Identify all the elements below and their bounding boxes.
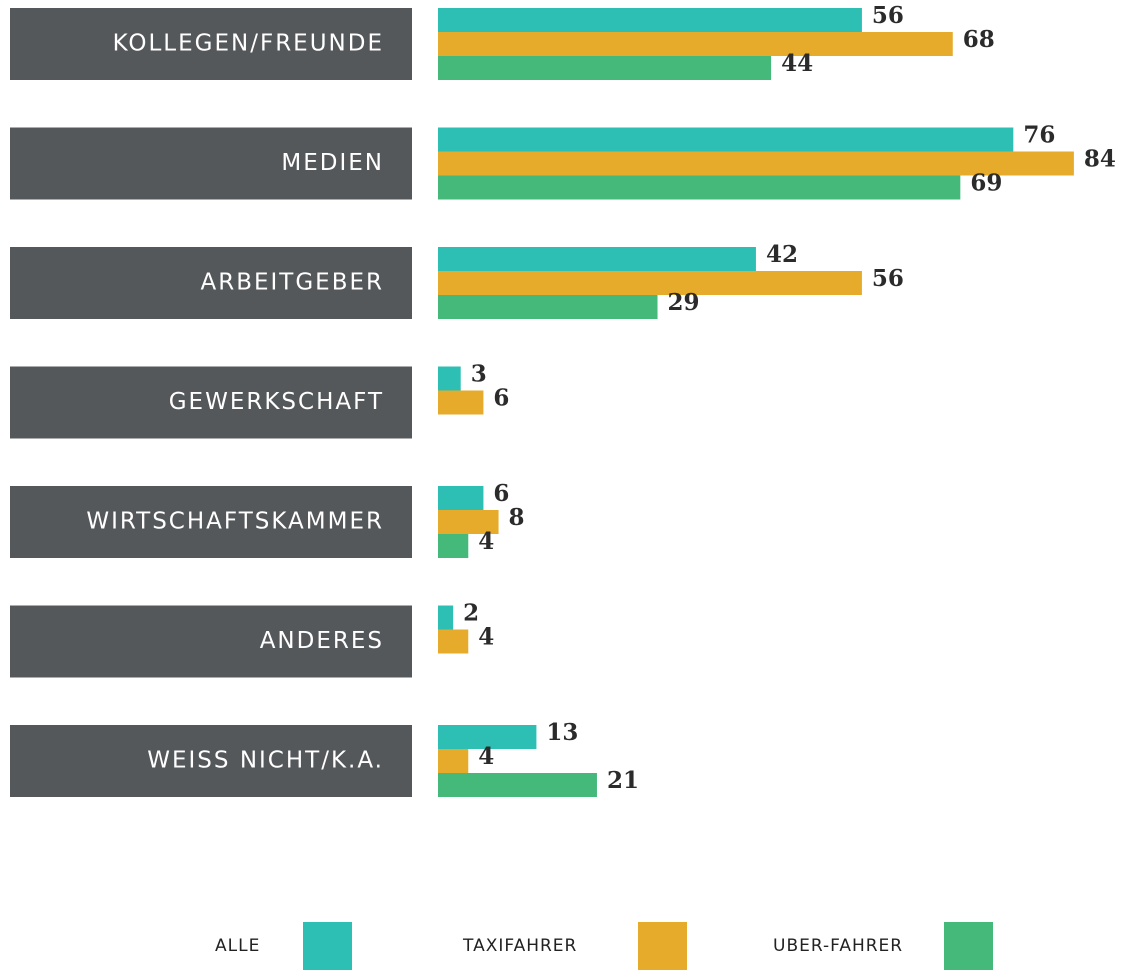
value-label: 84 [1084,146,1116,173]
category-label: KOLLEGEN/FREUNDE [113,31,384,57]
category-box [10,366,412,439]
bar [438,534,469,558]
legend-label: TAXIFAHRER [462,936,577,956]
value-label: 29 [668,289,700,316]
bar [438,629,469,654]
value-label: 4 [478,528,494,555]
category-box [10,247,412,319]
category-label: MEDIEN [281,150,384,176]
bar [438,56,772,80]
legend-swatch [303,922,352,970]
bar [438,390,484,415]
bar [438,8,862,32]
bar [438,295,658,319]
value-label: 68 [963,26,995,53]
category-box [10,127,412,200]
bar [438,486,484,510]
value-label: 56 [872,265,904,292]
value-label: 21 [607,767,639,794]
bar [438,151,1074,176]
category-label: ARBEITGEBER [200,270,384,296]
legend-label: ALLE [215,936,260,956]
bar [438,749,469,773]
value-label: 6 [493,480,509,507]
value-label: 76 [1023,122,1055,149]
category-box [10,486,412,558]
category-label: GEWERKSCHAFT [169,389,384,415]
legend-swatch [944,922,993,970]
value-label: 44 [781,50,813,77]
bar [438,605,454,630]
value-label: 56 [872,2,904,29]
category-label: WIRTSCHAFTSKAMMER [86,509,384,535]
legend-label: UBER-FAHRER [773,936,903,956]
bar [438,247,756,271]
bar [438,271,862,295]
bar [438,725,537,749]
category-box [10,8,412,80]
value-label: 69 [970,170,1002,197]
bar [438,366,461,391]
value-label: 8 [509,504,525,531]
bar [438,127,1014,152]
value-label: 3 [471,361,487,388]
category-label: WEISS NICHT/K.A. [147,748,384,774]
value-label: 4 [478,624,494,651]
bar [438,32,953,56]
value-label: 42 [766,241,798,268]
bar [438,773,597,797]
value-label: 13 [546,719,578,746]
category-box [10,605,412,678]
category-label: ANDERES [260,628,384,654]
value-label: 4 [478,743,494,770]
legend-swatch [638,922,687,970]
value-label: 2 [463,600,479,627]
bar [438,510,499,534]
bar [438,175,961,200]
value-label: 6 [493,385,509,412]
category-box [10,725,412,797]
